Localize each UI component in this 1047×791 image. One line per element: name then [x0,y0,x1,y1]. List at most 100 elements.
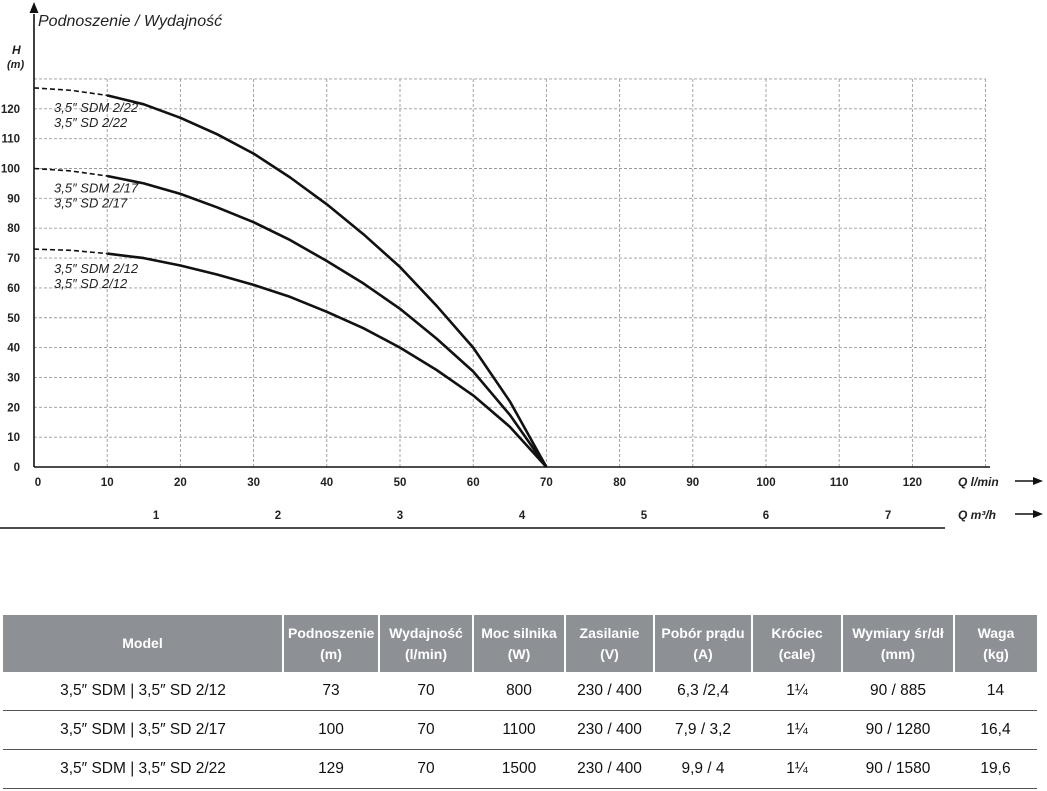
table-cell: 7,9 / 3,2 [654,710,752,750]
series-label-line2: 3,5″ SD 2/12 [54,276,128,291]
table-body: 3,5″ SDM | 3,5″ SD 2/12 73 70 800 230 / 400 6… [3,672,1037,789]
table-cell: 230 / 400 [565,672,654,711]
table-cell: 230 / 400 [565,749,654,789]
x-tick-label: 60 [467,477,480,489]
series-curve [106,174,548,468]
table-cell: 230 / 400 [565,710,654,750]
x-tick-label: 110 [830,477,849,489]
series-curve-dashed [33,167,108,177]
y-axis-arrow-icon [29,2,39,13]
y-tick-label: 50 [7,313,20,325]
x-axis-label: Q l/min [958,475,999,489]
x2-tick-label: 2 [275,510,281,522]
x-tick-label: 20 [174,477,187,489]
header-label: Wydajność [389,624,463,641]
header-label: Króciec [771,624,823,641]
table-header-cell: Podnoszenie (m) [283,615,380,672]
header-label: Moc silnika [481,624,557,641]
chart-grid [34,78,987,467]
table-cell: 1¼ [752,672,842,711]
table-cell: 1¼ [752,749,842,789]
table-cell: 70 [379,672,473,711]
header-unit: (cale) [778,645,816,662]
x2-tick-label: 4 [519,510,526,522]
series-label-line1: 3,5″ SDM 2/17 [54,181,139,196]
x2-tick-label: 5 [641,510,648,522]
x2-tick-label: 6 [763,510,769,522]
table-header-cell: Wydajność (l/min) [379,615,474,672]
y-tick-label: 40 [7,343,20,355]
table-cell: 70 [379,710,473,750]
series-label-line2: 3,5″ SD 2/22 [54,115,128,130]
tick-labels: 0 10 20 30 40 50 60 70 80 90 100 110 120 0 10 20 30 40 50 6… [1,104,922,522]
x2-tick-label: 7 [885,510,891,522]
table-row: 3,5″ SDM | 3,5″ SD 2/12 73 70 800 230 / 400 6… [3,672,1037,711]
table-header-cell: Waga (kg) [954,615,1037,672]
table-cell: 16,4 [954,710,1037,750]
performance-chart: Podnoszenie / Wydajność H (m) Q l/min Q … [0,2,1043,529]
x2-axis-label: Q m³/h [958,508,996,522]
header-label: Wymiary śr/dł [852,624,944,641]
spec-table: Model Podnoszenie (m) Wydajność (l/min) Moc s… [3,615,1037,789]
table-cell: 90 / 1280 [842,710,954,750]
series-curve [106,94,548,468]
y-tick-label: 10 [7,432,20,444]
series-curve-dashed [33,248,108,255]
series-label-line1: 3,5″ SDM 2/12 [54,261,139,276]
table-cell: 3,5″ SDM | 3,5″ SD 2/12 [3,672,283,711]
x-tick-label: 10 [101,477,114,489]
table-cell: 800 [473,672,565,711]
table-cell: 100 [283,710,379,750]
x-tick-label: 40 [320,477,333,489]
table-cell: 3,5″ SDM | 3,5″ SD 2/22 [3,749,283,789]
table-header-cell: Wymiary śr/dł (mm) [842,615,955,672]
y-tick-label: 120 [1,104,20,116]
table-header-cell: Króciec (cale) [752,615,843,672]
x2-axis-arrowhead-icon [1033,510,1043,518]
x-tick-label: 30 [247,477,260,489]
series-curve-dashed [33,87,108,97]
table-header-row: Model Podnoszenie (m) Wydajność (l/min) Moc s… [3,615,1037,672]
table-cell: 19,6 [954,749,1037,789]
y-axis-label: H [12,43,21,57]
chart-axes: Podnoszenie / Wydajność H (m) Q l/min Q … [0,2,1043,529]
x2-tick-label: 3 [397,510,403,522]
table-cell: 90 / 1580 [842,749,954,789]
table-cell: 14 [954,672,1037,711]
header-unit: (mm) [880,645,916,662]
y-tick-label: 60 [7,283,20,295]
table-header-cell: Zasilanie (V) [565,615,655,672]
series-label-line1: 3,5″ SDM 2/22 [54,100,139,115]
x-tick-label: 120 [903,477,922,489]
table-header-cell: Model [3,615,284,672]
header-label: Model [122,635,163,651]
header-label: Zasilanie [579,624,640,641]
header-unit: (W) [507,645,531,662]
x-tick-label: 70 [540,477,553,489]
y-tick-label: 0 [14,462,20,474]
table-cell: 3,5″ SDM | 3,5″ SD 2/17 [3,710,283,750]
y-tick-label: 30 [7,372,20,384]
y-tick-label: 80 [7,223,20,235]
y-axis-unit: (m) [7,59,24,71]
table-row: 3,5″ SDM | 3,5″ SD 2/22 129 70 1500 230 / 40… [3,749,1037,789]
series-curves [33,87,548,468]
table-cell: 90 / 885 [842,672,954,711]
x-tick-label: 90 [686,477,699,489]
y-tick-label: 100 [1,164,20,176]
series-labels: 3,5″ SDM 2/223,5″ SD 2/22 3,5″ SDM 2/17 3,… [54,100,139,291]
table-cell: 70 [379,749,473,789]
x2-tick-label: 1 [153,510,160,522]
header-unit: (V) [600,645,619,662]
header-unit: (A) [693,645,713,662]
header-unit: (m) [320,645,342,662]
table-cell: 1¼ [752,710,842,750]
header-unit: (kg) [983,645,1009,662]
table-cell: 6,3 /2,4 [654,672,752,711]
series-curve [107,252,548,468]
table-cell: 9,9 / 4 [654,749,752,789]
y-tick-label: 90 [7,193,20,205]
chart-title: Podnoszenie / Wydajność [38,13,222,30]
x-tick-label: 50 [394,477,407,489]
x-tick-label: 80 [613,477,626,489]
